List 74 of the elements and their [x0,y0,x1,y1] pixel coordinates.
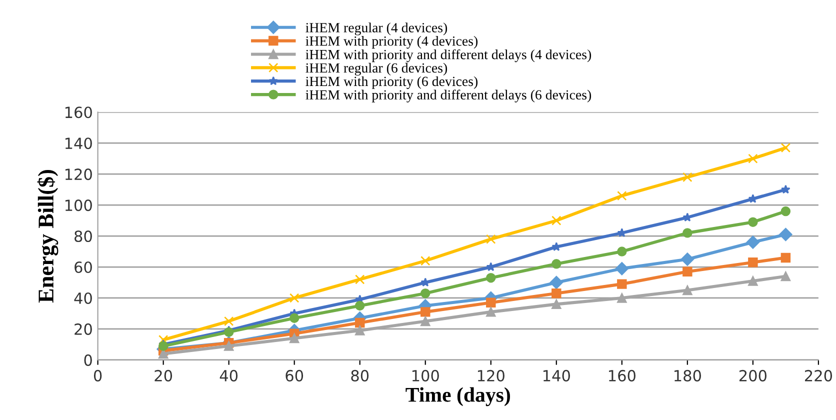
x-tick-label: 200 [739,370,766,382]
point [420,307,430,317]
point [289,313,300,323]
x-tick-label: 0 [94,370,102,382]
point [289,333,300,344]
point [682,266,692,277]
y-tick-label: 80 [74,230,92,242]
point [682,228,692,238]
legend-label: iHEM regular (4 devices) [306,22,448,36]
x-tick-label: 160 [609,370,636,382]
y-tick-label: 140 [65,138,92,150]
point [748,217,758,227]
point [552,299,562,310]
x-tick-label: 220 [804,370,832,382]
x-tick-label: 20 [154,370,172,382]
point [748,154,758,164]
point [355,300,365,311]
x-tick-label: 60 [286,370,304,382]
point [617,293,627,303]
point [780,142,791,153]
point [486,234,496,244]
point [355,326,365,336]
point [779,228,792,242]
point [420,288,430,298]
point [682,172,692,182]
point [680,252,694,266]
point [780,271,791,282]
x-tick-label: 100 [412,370,439,382]
x-tick-label: 140 [543,370,570,382]
point [289,293,300,303]
y-tick-label: 0 [84,354,92,366]
point [420,316,430,326]
y-tick-label: 20 [74,323,92,335]
legend-label: iHEM with priority and different delays (4 devices) [306,49,592,62]
y-tick-label: 120 [65,168,92,180]
point [781,184,790,194]
point [617,190,627,201]
legend-label: iHEM with priority (4 devices) [306,36,478,49]
legend-label: iHEM regular (6 devices) [306,62,448,76]
point [224,316,234,326]
point [615,262,628,276]
point [552,288,562,298]
y-tick-label: 100 [65,200,92,212]
point [748,258,758,268]
point [420,256,430,266]
point [486,307,496,317]
x-tick-label: 40 [220,370,238,382]
y-axis-title: Energy Bill($) [37,170,58,303]
point [552,242,562,251]
point [158,334,168,345]
point [550,276,563,290]
point [355,318,365,328]
point [746,236,760,249]
point [780,206,791,216]
point [224,341,234,351]
legend-label: iHEM with priority and different delays (6 devices) [306,90,592,102]
x-axis-title: Time (days) [406,387,510,406]
point [552,259,562,269]
y-tick-label: 160 [65,106,92,118]
point [780,252,791,263]
point [486,272,496,283]
y-tick-label: 60 [74,261,92,274]
point [552,216,562,226]
x-tick-label: 80 [351,370,369,382]
point [617,279,627,289]
point [486,298,496,308]
y-tick-label: 40 [74,292,92,304]
legend-label: iHEM with priority (6 devices) [306,76,478,89]
point [355,274,365,284]
x-tick-label: 180 [674,370,701,382]
x-tick-label: 120 [478,370,504,382]
point [617,246,627,256]
point [682,285,692,296]
point [748,276,758,286]
